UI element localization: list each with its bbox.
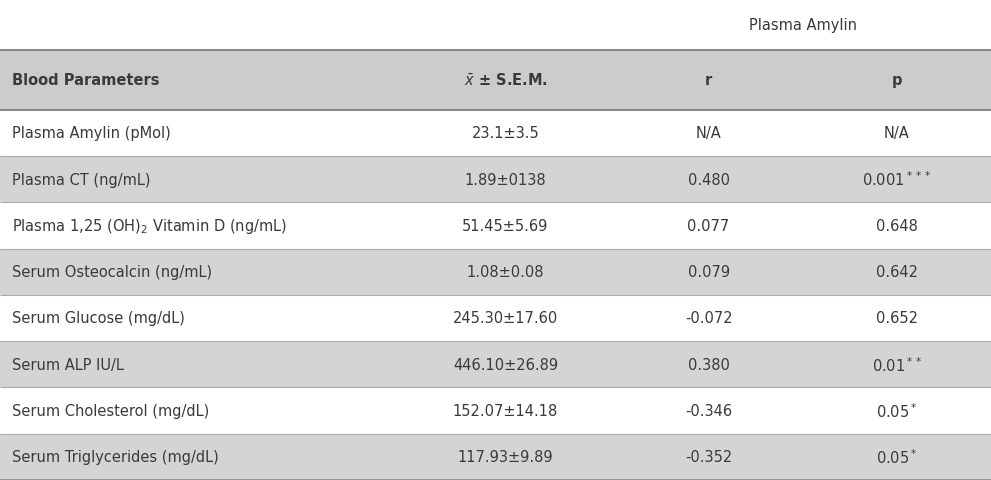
Bar: [0, 0, 991, 50]
Text: 0.01$^{\sf **}$: 0.01$^{\sf **}$: [871, 355, 923, 374]
Bar: [0, 110, 991, 156]
Text: p: p: [892, 73, 902, 88]
Text: 1.89±0138: 1.89±0138: [465, 172, 546, 187]
Text: 446.10±26.89: 446.10±26.89: [453, 357, 558, 372]
Text: 0.652: 0.652: [876, 311, 918, 326]
Text: Plasma Amylin (pMol): Plasma Amylin (pMol): [12, 126, 170, 141]
Text: N/A: N/A: [884, 126, 910, 141]
Bar: [0, 156, 991, 203]
Text: Serum Glucose (mg/dL): Serum Glucose (mg/dL): [12, 311, 184, 326]
Text: 51.45±5.69: 51.45±5.69: [462, 218, 549, 233]
Bar: [0, 249, 991, 295]
Text: 117.93±9.89: 117.93±9.89: [458, 449, 553, 464]
Text: 0.05$^{\sf *}$: 0.05$^{\sf *}$: [876, 401, 918, 420]
Text: N/A: N/A: [696, 126, 721, 141]
Text: r: r: [705, 73, 713, 88]
Bar: [0, 50, 991, 110]
Text: Plasma Amylin: Plasma Amylin: [749, 18, 856, 33]
Bar: [0, 434, 991, 480]
Bar: [0, 295, 991, 341]
Text: Blood Parameters: Blood Parameters: [12, 73, 160, 88]
Text: -0.072: -0.072: [685, 311, 732, 326]
Text: 23.1±3.5: 23.1±3.5: [472, 126, 539, 141]
Text: Plasma 1,25 (OH)$_2$ Vitamin D (ng/mL): Plasma 1,25 (OH)$_2$ Vitamin D (ng/mL): [12, 216, 287, 235]
Bar: [0, 341, 991, 388]
Bar: [0, 388, 991, 434]
Text: 0.380: 0.380: [688, 357, 729, 372]
Text: 0.077: 0.077: [688, 218, 729, 233]
Text: Serum Osteocalcin (ng/mL): Serum Osteocalcin (ng/mL): [12, 264, 212, 279]
Text: Serum Triglycerides (mg/dL): Serum Triglycerides (mg/dL): [12, 449, 219, 464]
Text: 0.079: 0.079: [688, 264, 729, 279]
Text: 245.30±17.60: 245.30±17.60: [453, 311, 558, 326]
Text: Plasma CT (ng/mL): Plasma CT (ng/mL): [12, 172, 151, 187]
Text: 0.05$^{\sf *}$: 0.05$^{\sf *}$: [876, 447, 918, 466]
Text: Serum ALP IU/L: Serum ALP IU/L: [12, 357, 124, 372]
Text: 0.648: 0.648: [876, 218, 918, 233]
Text: 0.001$^{\sf ***}$: 0.001$^{\sf ***}$: [862, 170, 932, 189]
Text: 1.08±0.08: 1.08±0.08: [467, 264, 544, 279]
Text: -0.346: -0.346: [685, 403, 732, 418]
Text: 0.642: 0.642: [876, 264, 918, 279]
Text: 152.07±14.18: 152.07±14.18: [453, 403, 558, 418]
Text: 0.480: 0.480: [688, 172, 729, 187]
Bar: [0, 203, 991, 249]
Text: $\bar{x}$ ± S.E.M.: $\bar{x}$ ± S.E.M.: [464, 72, 547, 88]
Text: -0.352: -0.352: [685, 449, 732, 464]
Text: Serum Cholesterol (mg/dL): Serum Cholesterol (mg/dL): [12, 403, 209, 418]
